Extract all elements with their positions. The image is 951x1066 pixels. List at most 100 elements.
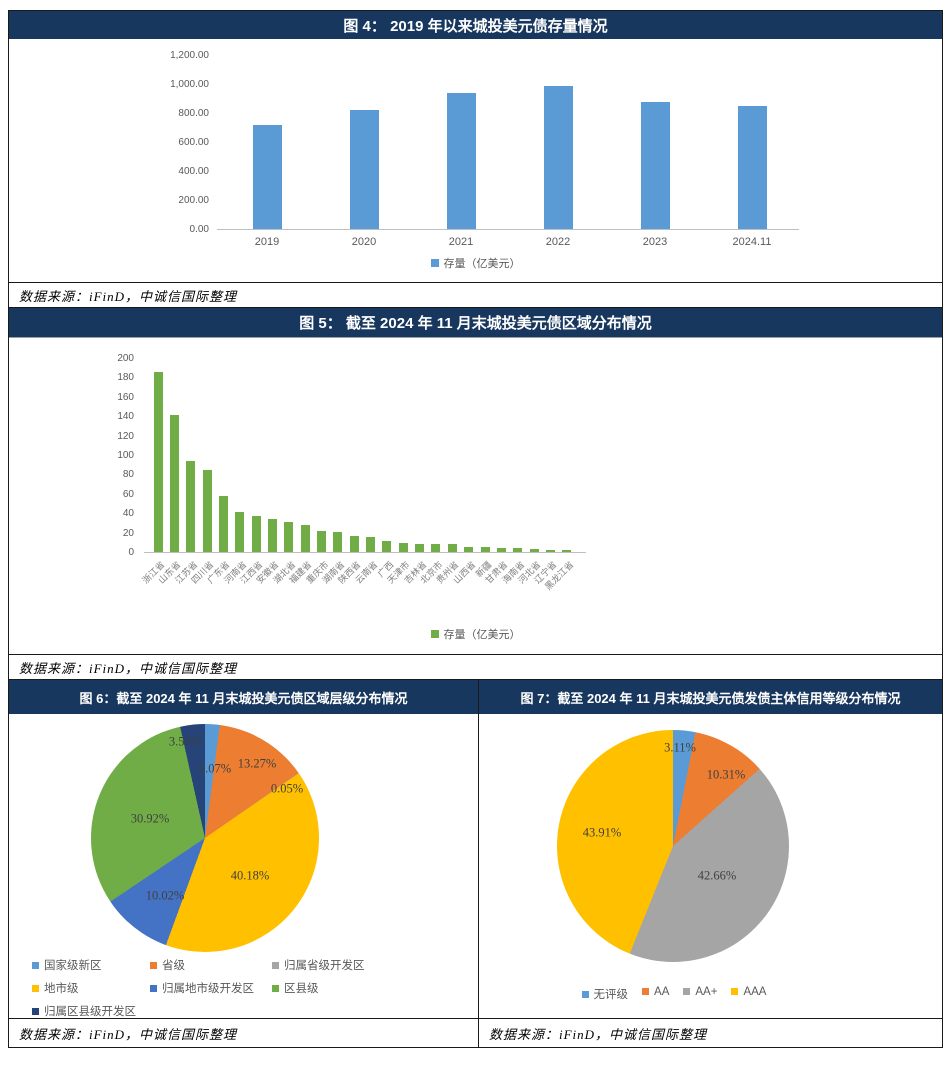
figure6-title-bar: 图 6：截至 2024 年 11 月末城投美元债区域层级分布情况 (9, 680, 479, 714)
x-tick-label: 2022 (545, 236, 571, 248)
figure7-pie-chart: 3.11% 10.31% 42.66% 43.91% 无评级 AA AA+ AAA (479, 714, 942, 1018)
y-tick-label: 800.00 (178, 108, 209, 119)
figure6-source-row: 数据来源：iFinD，中诚信国际整理 (9, 1019, 479, 1047)
y-tick-label: 600.00 (178, 137, 209, 148)
x-tick-label: 2021 (448, 236, 474, 248)
pie-slice-label-区县级: 30.92% (130, 811, 170, 826)
y-tick-label: 100 (117, 450, 134, 461)
bar-新疆 (480, 547, 490, 552)
figure6-7-source-row: 数据来源：iFinD，中诚信国际整理 数据来源：iFinD，中诚信国际整理 (9, 1018, 942, 1047)
bar-重庆市 (317, 530, 326, 552)
legend-label: AA+ (695, 986, 718, 998)
chart-legend: 存量（亿美元） (9, 255, 942, 271)
y-tick-label: 0 (128, 547, 134, 558)
bar-山东省 (169, 415, 179, 552)
figure6-source-text: 数据来源：iFinD，中诚信国际整理 (19, 1026, 238, 1042)
pie-slice-label-AAA: 43.91% (582, 825, 622, 840)
legend-swatch (581, 991, 589, 999)
bar-甘肃省 (496, 548, 506, 552)
legend-label: 归属地市级开发区 (162, 983, 254, 995)
bar-海南省 (513, 548, 523, 552)
bar-四川省 (202, 469, 212, 552)
figure4-source-text: 数据来源：iFinD，中诚信国际整理 (19, 288, 238, 304)
bar-安徽省 (267, 519, 277, 552)
x-tick-label: 2024.11 (732, 236, 772, 248)
legend-label: 存量（亿美元） (443, 629, 521, 641)
legend-label: AA (654, 986, 670, 998)
y-tick-label: 80 (122, 469, 134, 481)
pie-slice-label-国家级新区: 2.07% (198, 761, 232, 776)
figure7-source-text: 数据来源：iFinD，中诚信国际整理 (489, 1026, 708, 1042)
bar-天津市 (398, 543, 408, 552)
bar-2021 (446, 93, 476, 229)
bar-河南省 (235, 512, 245, 552)
legend-swatch (150, 985, 157, 993)
y-tick-label: 60 (122, 488, 134, 500)
legend-swatch (32, 985, 39, 993)
legend-swatch (731, 988, 739, 996)
legend-swatch (430, 630, 439, 638)
y-tick-label: 200.00 (178, 195, 209, 206)
figure6-7-header-row: 图 6：截至 2024 年 11 月末城投美元债区域层级分布情况 图 7：截至 … (9, 679, 942, 714)
legend-swatch (683, 988, 691, 996)
bar-2019 (252, 124, 282, 229)
bar-广西 (382, 541, 392, 552)
legend-label: 国家级新区 (44, 960, 102, 972)
figure5-bar-chart: 200 180 160 140 120 100 80 60 40 20 0 浙江省 山东省 江苏省 四川省广… (9, 337, 942, 654)
legend-item-归属省级开发区: 归属省级开发区 (272, 957, 365, 973)
x-tick-label: 2023 (642, 236, 668, 248)
legend-label: AAA (743, 986, 767, 998)
legend-label: 省级 (162, 960, 185, 972)
legend-item-AA: AA (642, 986, 669, 1002)
y-tick-label: 160 (117, 391, 134, 403)
bar-贵州省 (447, 544, 457, 552)
figure5-title-bar: 图 5： 截至 2024 年 11 月末城投美元债区域分布情况 (9, 307, 942, 337)
pie-legend: 国家级新区 省级 归属省级开发区地市级 归属地市级开发区 区县级归属区县级开发区 (32, 957, 365, 1019)
pie-slice-label-归属区县级开发区: 3.50% (168, 734, 202, 749)
pie-slice-label-归属省级开发区: 0.05% (270, 781, 304, 796)
pie-legend: 无评级 AA AA+ AAA (479, 986, 869, 1002)
y-tick-label: 200 (117, 353, 134, 364)
figure5-title: 图 5： 截至 2024 年 11 月末城投美元债区域分布情况 (299, 315, 652, 332)
y-tick-label: 1,200.00 (170, 50, 209, 61)
bar-辽宁省 (545, 550, 555, 552)
y-tick-label: 400.00 (178, 166, 209, 177)
plot-area (217, 56, 799, 230)
figure4-title: 图 4： 2019 年以来城投美元债存量情况 (343, 17, 608, 35)
chart-legend: 存量（亿美元） (9, 626, 942, 642)
pie-slice-label-归属地市级开发区: 10.02% (145, 888, 185, 903)
figure7-source-row: 数据来源：iFinD，中诚信国际整理 (479, 1019, 942, 1047)
figure5-source-row: 数据来源：iFinD，中诚信国际整理 (9, 654, 942, 679)
figure6-pie-chart: 2.07% 13.27% 0.05% 40.18% 10.02% 30.92% 3.50% 国… (9, 714, 479, 1018)
y-tick-label: 120 (117, 430, 134, 442)
y-tick-label: 40 (122, 508, 134, 520)
legend-label: 无评级 (593, 989, 629, 1001)
legend-label: 区县级 (284, 983, 319, 995)
legend-label: 归属省级开发区 (284, 960, 365, 972)
legend-swatch (150, 962, 157, 970)
legend-swatch (32, 962, 39, 970)
figure4-bar-chart: 1,200.00 1,000.00 800.00 600.00 400.00 200.00… (9, 39, 942, 282)
bar-湖北省 (284, 521, 294, 552)
legend-label: 存量（亿美元） (443, 258, 521, 270)
bar-浙江省 (153, 371, 163, 552)
legend-item-区县级: 区县级 (272, 980, 365, 996)
figure6-7-chart-row: 2.07% 13.27% 0.05% 40.18% 10.02% 30.92% 3.50% 国… (9, 714, 942, 1018)
legend-swatch (32, 1008, 39, 1016)
legend-label: 地市级 (44, 983, 79, 995)
bar-江西省 (251, 516, 261, 552)
pie-slice-label-AA+: 42.66% (697, 868, 737, 883)
legend-swatch (430, 259, 439, 267)
pie-slice-label-地市级: 40.18% (230, 868, 270, 883)
legend-label: 归属区县级开发区 (44, 1006, 136, 1018)
bar-2023 (640, 101, 670, 229)
bar-吉林省 (415, 544, 425, 552)
y-tick-label: 20 (122, 527, 134, 539)
legend-item-归属地市级开发区: 归属地市级开发区 (150, 980, 272, 996)
bar-云南省 (366, 537, 376, 552)
legend-item-AA+: AA+ (683, 986, 717, 1002)
bar-山西省 (464, 547, 474, 552)
figure4-title-bar: 图 4： 2019 年以来城投美元债存量情况 (9, 11, 942, 39)
plot-area (144, 359, 586, 553)
legend-swatch (272, 985, 279, 993)
